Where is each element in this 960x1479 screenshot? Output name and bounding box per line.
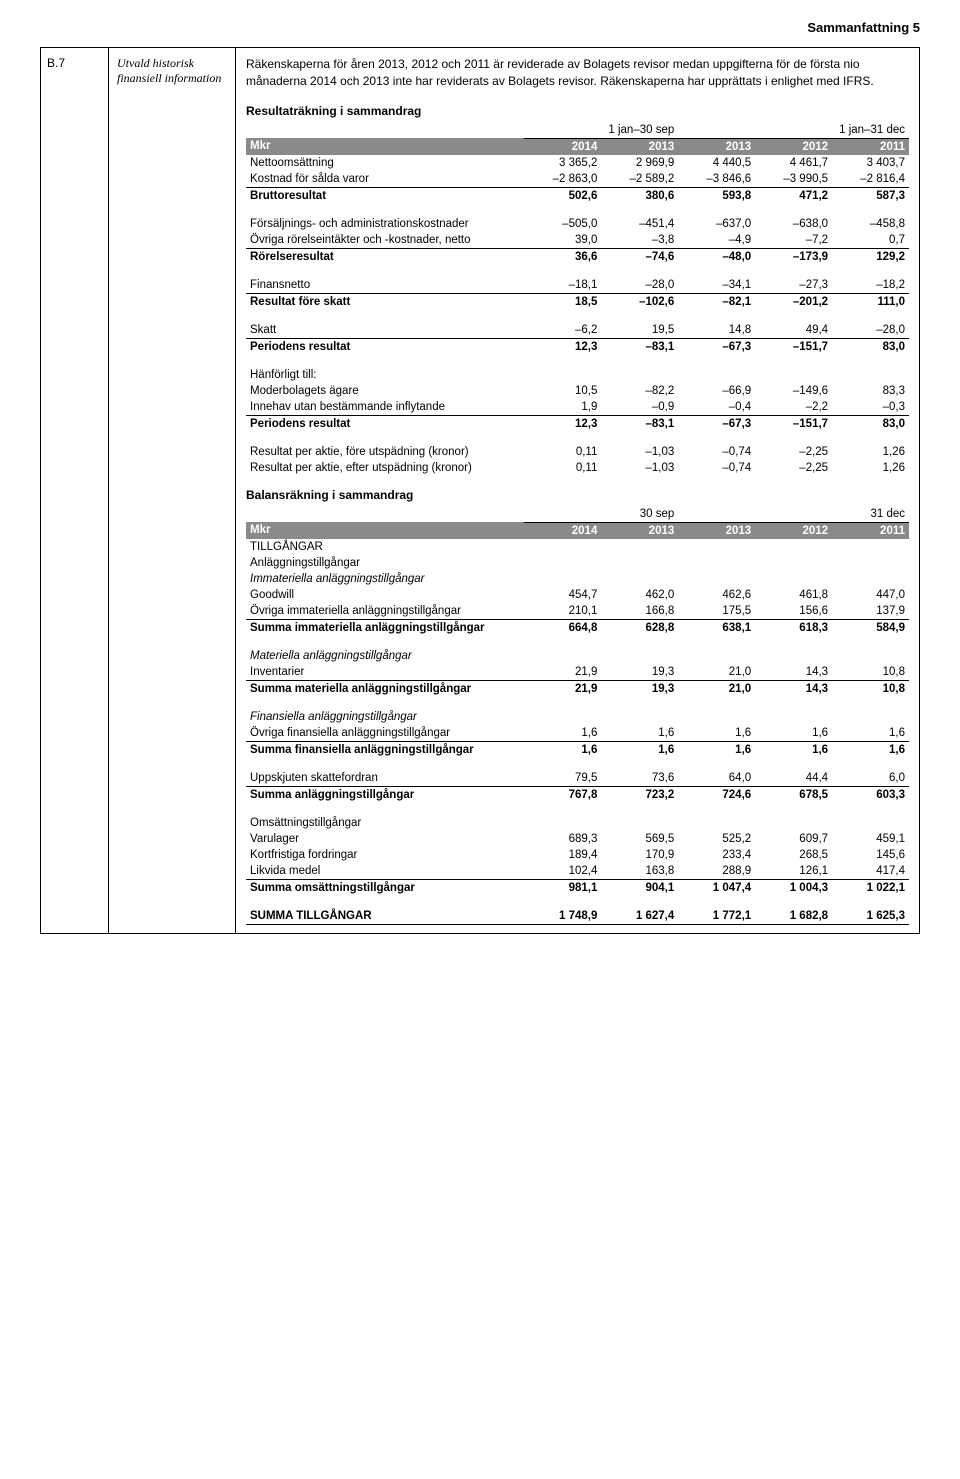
- row-net-sales: Nettoomsättning3 365,22 969,94 440,54 46…: [246, 155, 909, 171]
- page: Sammanfattning 5 B.7 Utvald historisk fi…: [0, 0, 960, 954]
- row-period-result: Periodens resultat12,3–83,1–67,3–151,783…: [246, 338, 909, 355]
- year-header: Mkr 2014 2013 2013 2012 2011: [246, 138, 909, 155]
- row-sum-intang: Summa immateriella anläggningstillgångar…: [246, 619, 909, 636]
- row-tangible-heading: Materiella anläggningstillgångar: [246, 648, 909, 664]
- row-sum-current: Summa omsättningstillgångar981,1904,11 0…: [246, 879, 909, 896]
- income-title: Resultaträkning i sammandrag: [246, 104, 909, 118]
- row-pretax: Resultat före skatt18,5–102,6–82,1–201,2…: [246, 293, 909, 310]
- row-gross: Bruttoresultat502,6380,6593,8471,2587,3: [246, 187, 909, 204]
- row-current-heading: Omsättningstillgångar: [246, 815, 909, 831]
- year-header-bs: Mkr 2014 2013 2013 2012 2011: [246, 522, 909, 539]
- row-period-result-2: Periodens resultat12,3–83,1–67,3–151,783…: [246, 415, 909, 432]
- row-financial-heading: Finansiella anläggningstillgångar: [246, 709, 909, 725]
- balance-title: Balansräkning i sammandrag: [246, 488, 909, 502]
- row-inventarier: Inventarier21,919,321,014,310,8: [246, 664, 909, 681]
- row-parent: Moderbolagets ägare10,5–82,2–66,9–149,68…: [246, 383, 909, 399]
- row-nci: Innehav utan bestämmande inflytande1,9–0…: [246, 399, 909, 416]
- period-2: 1 jan–31 dec: [678, 122, 909, 139]
- row-receivables: Kortfristiga fordringar189,4170,9233,426…: [246, 847, 909, 863]
- row-eps-basic: Resultat per aktie, före utspädning (kro…: [246, 444, 909, 460]
- period-row: 1 jan–30 sep 1 jan–31 dec: [246, 122, 909, 139]
- row-intangible-heading: Immateriella anläggningstillgångar: [246, 571, 909, 587]
- row-attributable: Hänförligt till:: [246, 367, 909, 383]
- row-op-result: Rörelseresultat36,6–74,6–48,0–173,9129,2: [246, 248, 909, 265]
- period-4: 31 dec: [678, 506, 909, 523]
- row-cogs: Kostnad för sålda varor–2 863,0–2 589,2–…: [246, 171, 909, 188]
- income-table: 1 jan–30 sep 1 jan–31 dec Mkr 2014 2013 …: [246, 122, 909, 476]
- row-sum-assets: SUMMA TILLGÅNGAR1 748,91 627,41 772,11 6…: [246, 908, 909, 925]
- row-goodwill: Goodwill454,7462,0462,6461,8447,0: [246, 587, 909, 603]
- row-sum-fin: Summa finansiella anläggningstillgångar1…: [246, 741, 909, 758]
- period-3: 30 sep: [524, 506, 678, 523]
- row-eps-diluted: Resultat per aktie, efter utspädning (kr…: [246, 460, 909, 476]
- content-column: Räkenskaperna för åren 2013, 2012 och 20…: [236, 48, 919, 933]
- row-cash: Likvida medel102,4163,8288,9126,1417,4: [246, 863, 909, 880]
- intro-text: Räkenskaperna för åren 2013, 2012 och 20…: [246, 56, 909, 90]
- row-finnet: Finansnetto–18,1–28,0–34,1–27,3–18,2: [246, 277, 909, 294]
- section-code: B.7: [41, 48, 109, 933]
- period-1: 1 jan–30 sep: [524, 122, 678, 139]
- mkr-label: Mkr: [246, 138, 524, 155]
- row-deferred-tax: Uppskjuten skattefordran79,573,664,044,4…: [246, 770, 909, 787]
- row-fixed-heading: Anläggningstillgångar: [246, 555, 909, 571]
- row-sga: Försäljnings- och administrationskostnad…: [246, 216, 909, 232]
- row-assets-heading: TILLGÅNGAR: [246, 539, 909, 555]
- section-label: Utvald historisk finansiell information: [109, 48, 236, 933]
- content-box: B.7 Utvald historisk finansiell informat…: [40, 47, 920, 934]
- row-sum-tangible: Summa materiella anläggningstillgångar21…: [246, 680, 909, 697]
- row-other-intang: Övriga immateriella anläggningstillgånga…: [246, 603, 909, 620]
- row-other-op: Övriga rörelseintäkter och -kostnader, n…: [246, 232, 909, 249]
- balance-table: 30 sep 31 dec Mkr 2014 2013 2013 2012 20…: [246, 506, 909, 925]
- period-row-bs: 30 sep 31 dec: [246, 506, 909, 523]
- row-sum-fixed: Summa anläggningstillgångar767,8723,2724…: [246, 786, 909, 803]
- row-tax: Skatt–6,219,514,849,4–28,0: [246, 322, 909, 339]
- page-header: Sammanfattning 5: [40, 20, 920, 35]
- row-other-fin: Övriga finansiella anläggningstillgångar…: [246, 725, 909, 742]
- row-varulager: Varulager689,3569,5525,2609,7459,1: [246, 831, 909, 847]
